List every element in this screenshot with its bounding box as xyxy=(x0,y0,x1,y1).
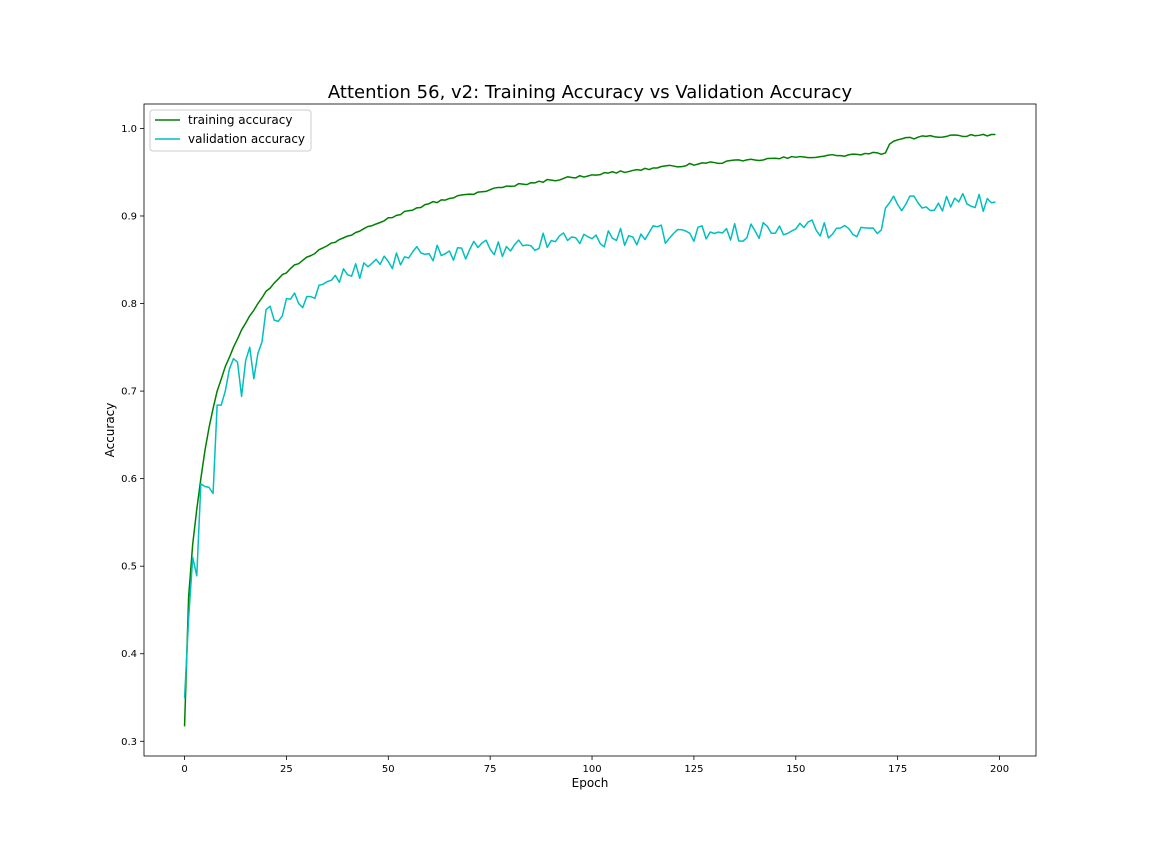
x-axis-title: Epoch xyxy=(572,776,609,790)
y-tick-label: 1.0 xyxy=(121,124,137,135)
series-lines xyxy=(183,133,996,727)
y-tick-label: 0.6 xyxy=(121,474,137,485)
plot-area xyxy=(144,104,1036,756)
x-tick-label: 25 xyxy=(280,764,293,775)
training-accuracy-line xyxy=(183,133,996,727)
y-tick-label: 0.5 xyxy=(121,562,137,573)
validation-accuracy-line xyxy=(183,192,996,699)
x-tick-label: 175 xyxy=(888,764,907,775)
x-tick-label: 125 xyxy=(684,764,703,775)
y-tick-label: 0.3 xyxy=(121,737,137,748)
x-tick-label: 200 xyxy=(990,764,1009,775)
plot-frame xyxy=(143,103,1037,757)
legend-label-validation: validation accuracy xyxy=(188,132,305,146)
y-axis-title: Accuracy xyxy=(103,403,117,458)
y-tick-label: 0.4 xyxy=(121,649,137,660)
legend-label-training: training accuracy xyxy=(188,113,292,127)
x-tick-label: 50 xyxy=(382,764,395,775)
plot-background xyxy=(144,104,1036,756)
y-tick-label: 0.9 xyxy=(121,211,137,222)
x-tick-label: 150 xyxy=(786,764,805,775)
x-axis: 0 25 50 75 100 125 150 175 200 xyxy=(181,756,1009,775)
chart-title: Attention 56, v2: Training Accuracy vs V… xyxy=(328,82,853,103)
x-tick-label: 0 xyxy=(181,764,187,775)
legend-box xyxy=(149,109,312,152)
legend: training accuracy validation accuracy xyxy=(149,109,312,152)
y-axis: 0.3 0.4 0.5 0.6 0.7 0.8 0.9 1.0 xyxy=(121,124,144,748)
x-tick-label: 100 xyxy=(582,764,601,775)
y-tick-label: 0.8 xyxy=(121,299,137,310)
y-tick-label: 0.7 xyxy=(121,387,137,398)
x-tick-label: 75 xyxy=(484,764,497,775)
